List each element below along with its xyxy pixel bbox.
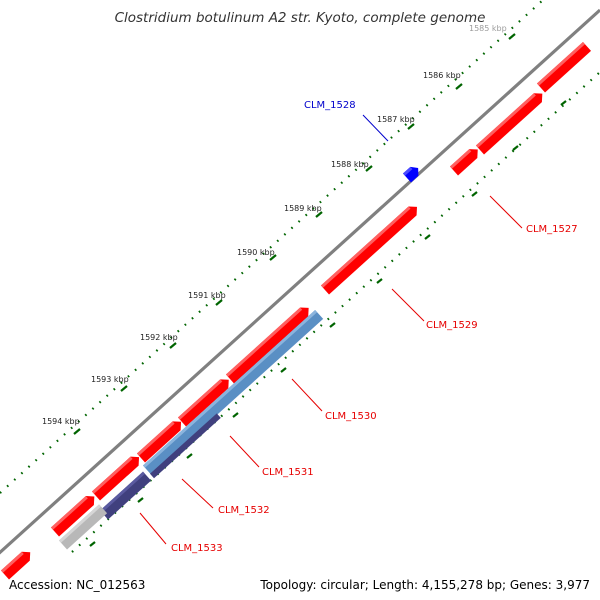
accession-label: Accession: NC_012563 (9, 578, 146, 592)
track-segment-light-blue-1[interactable] (142, 310, 324, 475)
gene-label-clm-1530[interactable]: CLM_1530 (325, 411, 377, 422)
kbp-scale: 1585 kbp 1586 kbp 1587 kbp 1588 kbp 1589… (42, 24, 507, 426)
gene-label-clm-1527[interactable]: CLM_1527 (526, 224, 578, 235)
kbp-tick-label: 1591 kbp (188, 291, 226, 300)
kbp-tick-label: 1594 kbp (42, 417, 80, 426)
gene-forward-1534[interactable] (0, 548, 34, 580)
gene-forward-1585[interactable] (536, 41, 592, 93)
gene-forward-1531a[interactable] (177, 375, 233, 427)
genome-backbone (0, 8, 600, 555)
gene-labels: CLM_1527 CLM_1528 CLM_1529 CLM_1530 CLM_… (139, 100, 578, 554)
gene-label-clm-1531[interactable]: CLM_1531 (262, 467, 314, 478)
outer-tick-track (0, 0, 544, 494)
gene-label-clm-1528[interactable]: CLM_1528 (304, 100, 356, 111)
gene-forward-1587[interactable] (449, 145, 482, 176)
gene-label-clm-1532[interactable]: CLM_1532 (218, 505, 270, 516)
map-title: Clostridium botulinum A2 str. Kyoto, com… (115, 10, 486, 26)
kbp-tick-label: 1589 kbp (284, 204, 322, 213)
outer-major-ticks (73, 33, 516, 435)
gene-forward-1533[interactable] (50, 492, 98, 537)
kbp-tick-label: 1593 kbp (91, 375, 129, 384)
gene-forward-1529[interactable] (320, 202, 421, 295)
inner-major-ticks (89, 100, 567, 547)
kbp-tick-label: 1592 kbp (140, 333, 178, 342)
kbp-tick-label: 1586 kbp (423, 71, 461, 80)
forward-strand-genes (0, 41, 592, 580)
inner-feature-track (58, 310, 324, 550)
gene-forward-1586[interactable] (475, 89, 546, 155)
gene-label-clm-1529[interactable]: CLM_1529 (426, 320, 478, 331)
track-segment-dark-blue-2[interactable] (99, 471, 152, 520)
kbp-tick-label: 1588 kbp (331, 160, 369, 169)
inner-tick-track (71, 71, 600, 553)
kbp-tick-label: 1585 kbp (469, 24, 507, 33)
kbp-tick-label: 1590 kbp (237, 248, 275, 257)
gene-clm-1528[interactable] (402, 163, 422, 183)
kbp-tick-label: 1587 kbp (377, 115, 415, 124)
gene-forward-1530[interactable] (225, 303, 313, 384)
gene-label-clm-1533[interactable]: CLM_1533 (171, 543, 223, 554)
gene-forward-1531b[interactable] (136, 417, 185, 463)
genome-summary-label: Topology: circular; Length: 4,155,278 bp… (260, 578, 590, 592)
track-segment-gray[interactable] (58, 504, 108, 550)
gene-forward-1532[interactable] (91, 453, 143, 501)
track-segment-dark-blue-1[interactable] (149, 413, 221, 479)
